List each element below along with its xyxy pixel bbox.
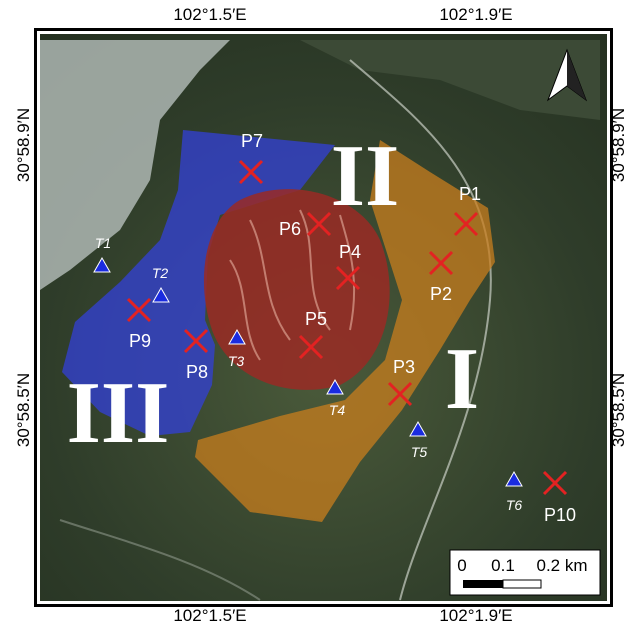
north-arrow xyxy=(546,48,588,102)
zone-label: I xyxy=(445,331,479,428)
sample-point xyxy=(428,250,454,276)
cross-stroke xyxy=(428,250,454,276)
map-area xyxy=(40,34,607,601)
point-label: P9 xyxy=(129,331,151,351)
station-label: T5 xyxy=(411,444,428,460)
station-marker xyxy=(409,420,427,437)
lat-label: 30°58.5′N xyxy=(14,373,33,447)
sample-point xyxy=(183,328,209,354)
sample-point xyxy=(542,470,568,496)
point-label: P8 xyxy=(186,362,208,382)
station-marker xyxy=(228,328,246,345)
cross-stroke xyxy=(453,211,479,237)
sample-point xyxy=(238,159,264,185)
cross-stroke xyxy=(387,381,413,407)
point-label: P6 xyxy=(279,219,301,239)
station-label: T6 xyxy=(506,497,523,513)
riverbed xyxy=(40,40,230,290)
slide-scarps xyxy=(229,209,356,361)
cross-stroke xyxy=(238,159,264,185)
road xyxy=(349,59,492,601)
station-label: T4 xyxy=(329,402,346,418)
lon-label: 102°1.5′E xyxy=(173,606,246,625)
sample-point xyxy=(335,265,361,291)
scale-bar: 0 0.1 0.2 km xyxy=(449,549,601,596)
point-label: P2 xyxy=(430,284,452,304)
station-marker xyxy=(326,378,344,395)
lat-label: 30°58.9′N xyxy=(609,108,628,182)
sample-point xyxy=(298,334,324,360)
cross-stroke xyxy=(542,470,568,496)
sample-point xyxy=(306,211,332,237)
lon-label: 102°1.9′E xyxy=(439,5,512,24)
sample-point xyxy=(126,297,152,323)
point-label: P1 xyxy=(459,184,481,204)
point-label: P10 xyxy=(544,505,576,525)
lat-label: 30°58.9′N xyxy=(14,108,33,182)
cross-stroke xyxy=(298,334,324,360)
terrain xyxy=(300,40,600,120)
scale-label: 0.1 xyxy=(491,556,515,575)
station-label: T2 xyxy=(152,265,169,281)
cross-stroke xyxy=(335,265,361,291)
station-marker xyxy=(152,286,170,303)
cross-stroke xyxy=(183,328,209,354)
zone-label: II xyxy=(331,128,400,225)
station-marker xyxy=(505,470,523,487)
zone-label: III xyxy=(67,365,170,462)
scale-label: 0.2 km xyxy=(536,556,587,575)
lon-label: 102°1.9′E xyxy=(439,606,512,625)
road xyxy=(59,519,261,601)
zone-i-area xyxy=(195,140,495,522)
lon-label: 102°1.5′E xyxy=(173,5,246,24)
point-label: P5 xyxy=(305,309,327,329)
sample-point xyxy=(387,381,413,407)
station-label: T1 xyxy=(95,235,111,251)
station-label: T3 xyxy=(228,353,245,369)
cross-stroke xyxy=(126,297,152,323)
zone-iii-area xyxy=(62,130,335,436)
cross-stroke xyxy=(306,211,332,237)
lat-label: 30°58.5′N xyxy=(609,373,628,447)
point-label: P7 xyxy=(241,131,263,151)
station-marker xyxy=(93,256,111,273)
scale-label: 0 xyxy=(457,556,466,575)
sample-point xyxy=(453,211,479,237)
point-label: P3 xyxy=(393,357,415,377)
point-label: P4 xyxy=(339,242,361,262)
